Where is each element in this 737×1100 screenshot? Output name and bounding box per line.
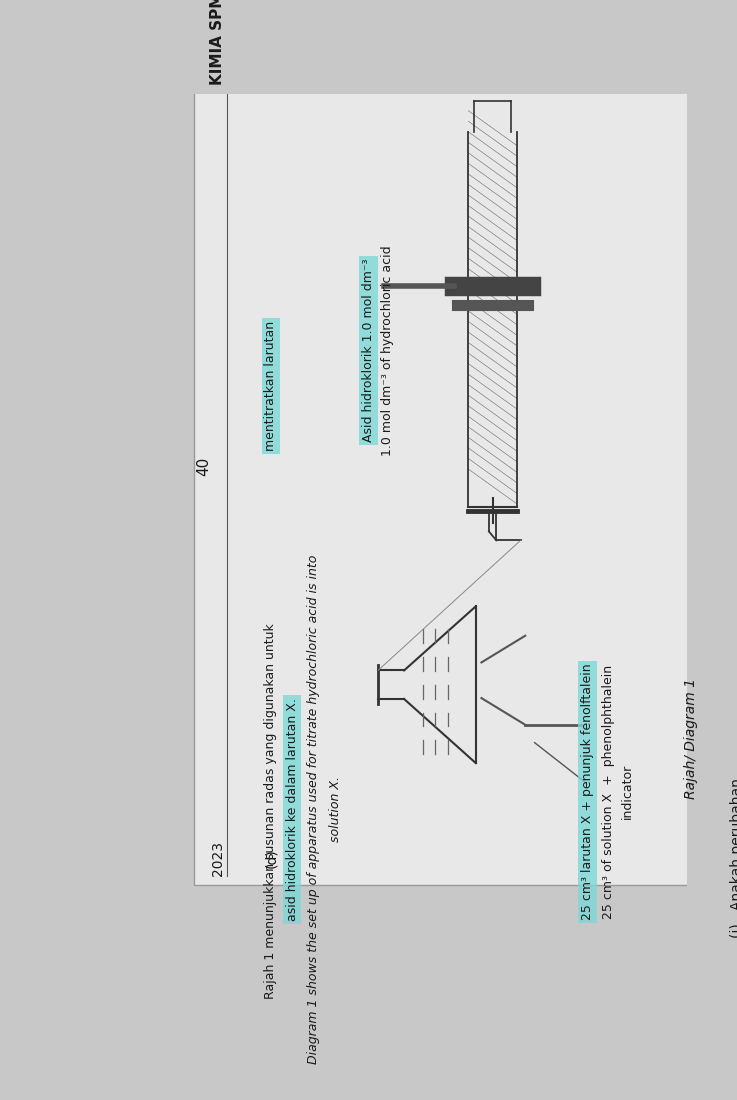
Text: Rajah/ Diagram 1: Rajah/ Diagram 1 xyxy=(684,678,698,799)
Text: (d): (d) xyxy=(265,848,279,868)
Text: Asid hidroklorik 1.0 mol dm⁻³: Asid hidroklorik 1.0 mol dm⁻³ xyxy=(362,258,375,442)
Text: mentitratkan larutan: mentitratkan larutan xyxy=(265,321,277,451)
Text: (i)   Anakah perubahan: (i) Anakah perubahan xyxy=(730,779,737,938)
Text: indicator: indicator xyxy=(621,764,635,820)
Text: 1.0 mol dm⁻³ of hydrochloric acid: 1.0 mol dm⁻³ of hydrochloric acid xyxy=(381,245,394,455)
Text: solution X.: solution X. xyxy=(329,777,341,843)
Text: Diagram 1 shows the set up of apparatus used for titrate hydrochloric acid is in: Diagram 1 shows the set up of apparatus … xyxy=(307,554,320,1064)
Text: KIMIA SPM: KIMIA SPM xyxy=(210,0,225,85)
Text: 25 cm³ larutan X + penunjuk fenolftalein: 25 cm³ larutan X + penunjuk fenolftalein xyxy=(581,663,594,920)
Text: 40: 40 xyxy=(196,456,212,476)
Text: 25 cm³ of solution X  +  phenolphthalein: 25 cm³ of solution X + phenolphthalein xyxy=(601,664,615,918)
Polygon shape xyxy=(195,0,737,886)
Text: Rajah 1 menunjukkan susunan radas yang digunakan untuk: Rajah 1 menunjukkan susunan radas yang d… xyxy=(265,619,277,999)
Text: asid hidroklorik ke dalam larutan X.: asid hidroklorik ke dalam larutan X. xyxy=(286,698,298,921)
Text: 2023: 2023 xyxy=(211,840,225,876)
